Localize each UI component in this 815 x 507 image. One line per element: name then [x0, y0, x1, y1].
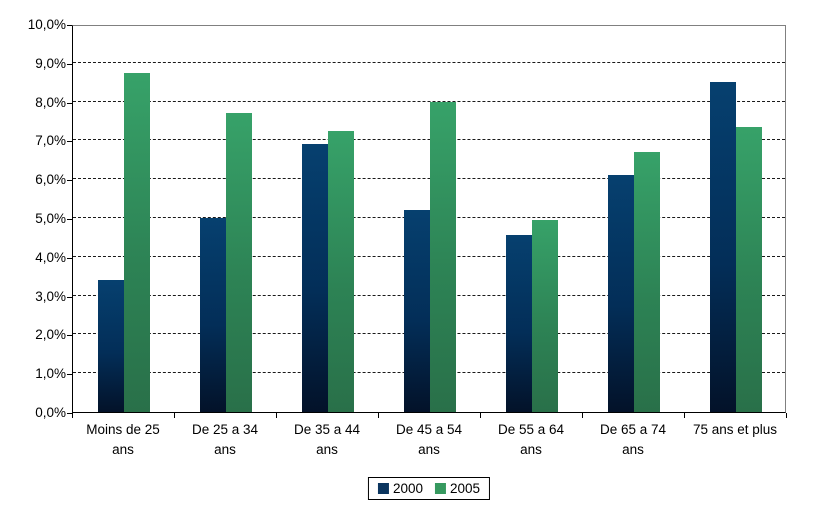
- bar-2000-6: [608, 175, 634, 412]
- bar-group: [73, 26, 175, 412]
- y-axis-label: 7,0%: [35, 133, 66, 149]
- x-axis-label: De 25 a 34 ans: [191, 422, 259, 457]
- y-axis-tick: [67, 141, 72, 143]
- bar-2000-4: [404, 210, 430, 412]
- y-axis-label: 1,0%: [35, 366, 66, 382]
- bar-2005-2: [226, 113, 252, 412]
- y-axis-tick: [67, 219, 72, 220]
- bar-2000-2: [200, 218, 226, 412]
- y-axis-label: 0,0%: [35, 405, 66, 420]
- x-axis-label: De 35 a 44 ans: [293, 422, 361, 457]
- bar-group: [481, 26, 583, 412]
- x-axis-tick: [582, 413, 583, 418]
- x-axis-label: 75 ans et plus: [692, 422, 778, 437]
- y-axis-tick: [67, 413, 72, 414]
- gridline: [73, 178, 785, 180]
- x-axis-tick: [174, 413, 175, 418]
- bar-2005-5: [532, 219, 558, 412]
- x-axis-label: Moins de 25 ans: [86, 422, 160, 457]
- bar-2000-5: [506, 235, 532, 412]
- legend-label: 2000: [392, 481, 423, 496]
- legend-label: 2005: [450, 481, 481, 496]
- y-axis-tick: [67, 102, 72, 104]
- bar-2000-1: [98, 280, 124, 412]
- x-axis-tick: [786, 413, 787, 418]
- legend-swatch-icon: [377, 483, 389, 494]
- y-axis-label: 10,0%: [27, 17, 66, 32]
- legend-item-2000: 2000: [377, 481, 423, 496]
- x-axis-label: De 65 a 74 ans: [599, 422, 667, 457]
- x-axis-label: De 45 a 54 ans: [395, 422, 463, 457]
- y-axis-label: 9,0%: [35, 55, 66, 71]
- legend: 2000 2005: [367, 477, 491, 500]
- bar-2005-7: [736, 126, 762, 412]
- y-axis-label: 8,0%: [35, 94, 66, 110]
- gridline: [73, 100, 785, 102]
- x-axis-tick: [276, 413, 277, 418]
- y-axis-tick: [67, 374, 72, 376]
- bar-2005-1: [124, 72, 150, 412]
- plot-area: [72, 25, 786, 413]
- y-axis-tick: [67, 335, 72, 337]
- y-axis-tick: [67, 257, 72, 259]
- gridline: [73, 139, 785, 141]
- y-axis-label: 4,0%: [35, 249, 66, 265]
- bar-2005-3: [328, 130, 354, 412]
- bar-2000-3: [302, 144, 328, 412]
- x-axis-tick: [684, 413, 685, 418]
- bar-2005-6: [634, 152, 660, 412]
- y-axis-tick: [67, 180, 72, 182]
- legend-swatch-icon: [435, 483, 446, 494]
- bar-2005-4: [430, 101, 456, 412]
- gridline: [73, 61, 785, 63]
- y-axis-label: 6,0%: [35, 172, 66, 188]
- bar-group: [277, 26, 379, 412]
- x-axis-tick: [72, 413, 73, 418]
- bar-2000-7: [710, 82, 736, 412]
- x-axis-tick: [378, 413, 379, 418]
- bar-group: [379, 26, 481, 412]
- y-axis-label: 2,0%: [35, 327, 66, 343]
- y-axis-label: 3,0%: [35, 288, 66, 304]
- y-axis-label: 5,0%: [35, 211, 66, 226]
- y-axis-tick: [67, 296, 72, 298]
- y-axis-tick: [67, 63, 72, 65]
- x-axis-label: De 55 a 64 ans: [497, 422, 565, 457]
- bar-group: [685, 26, 787, 412]
- y-axis-tick: [67, 25, 72, 26]
- legend-item-2005: 2005: [435, 481, 480, 496]
- x-axis-tick: [480, 413, 481, 418]
- bar-group: [175, 26, 277, 412]
- bar-group: [583, 26, 685, 412]
